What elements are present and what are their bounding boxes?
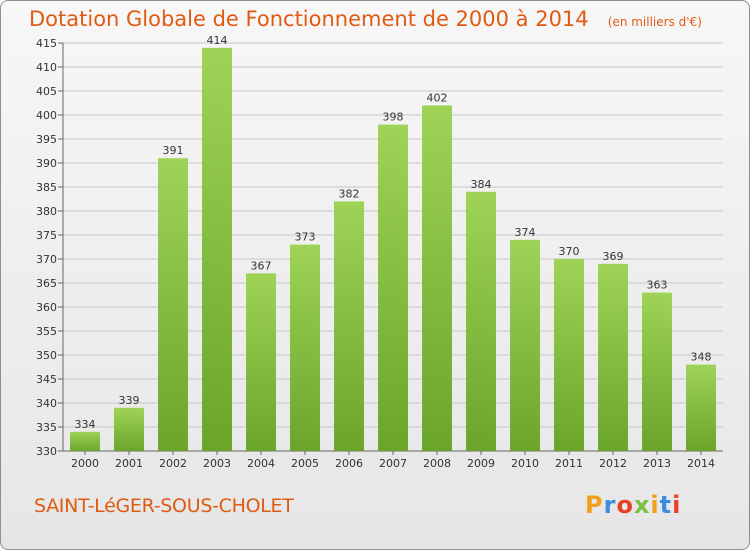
data-label-2012: 369 (603, 250, 624, 263)
bar-2006 (334, 201, 364, 451)
y-tick-label: 375 (36, 229, 57, 242)
x-tick-label-2000: 2000 (71, 457, 99, 470)
title-row: Dotation Globale de Fonctionnement de 20… (29, 7, 702, 31)
x-tick-label-2014: 2014 (687, 457, 715, 470)
y-tick-label: 405 (36, 85, 57, 98)
data-label-2013: 363 (647, 279, 668, 292)
y-tick-label: 385 (36, 181, 57, 194)
place-name: SAINT-LéGER-SOUS-CHOLET (34, 495, 294, 517)
data-label-2003: 414 (207, 34, 228, 47)
bar-2007 (378, 124, 408, 451)
data-label-2006: 382 (339, 187, 360, 200)
data-label-2011: 370 (559, 245, 580, 258)
bar-2008 (422, 105, 452, 452)
x-tick-label-2008: 2008 (423, 457, 451, 470)
bar-2003 (202, 47, 232, 452)
data-label-2004: 367 (251, 259, 272, 272)
data-label-2007: 398 (383, 111, 404, 124)
data-label-2014: 348 (691, 351, 712, 364)
y-tick-label: 350 (36, 349, 57, 362)
y-tick-label: 415 (36, 37, 57, 50)
data-label-2009: 384 (471, 178, 492, 191)
x-tick-label-2002: 2002 (159, 457, 187, 470)
data-label-2005: 373 (295, 231, 316, 244)
logo-letter: i (650, 491, 660, 519)
logo-letter: i (672, 491, 682, 519)
y-tick-label: 410 (36, 61, 57, 74)
x-tick-label-2001: 2001 (115, 457, 143, 470)
y-tick-label: 395 (36, 133, 57, 146)
logo-letter: t (659, 491, 673, 519)
x-tick-label-2011: 2011 (555, 457, 583, 470)
bar-2005 (290, 244, 320, 451)
y-tick-label: 360 (36, 301, 57, 314)
y-tick-label: 355 (36, 325, 57, 338)
x-tick-label-2005: 2005 (291, 457, 319, 470)
logo-letter: r (603, 491, 617, 519)
bar-2002 (158, 158, 188, 451)
proxiti-logo: Proxiti (585, 491, 681, 519)
bar-2013 (642, 292, 672, 451)
data-label-2010: 374 (515, 226, 536, 239)
bar-2010 (510, 239, 540, 451)
bar-2011 (554, 259, 584, 451)
y-tick-label: 370 (36, 253, 57, 266)
x-tick-label-2006: 2006 (335, 457, 363, 470)
data-label-2002: 391 (163, 144, 184, 157)
y-tick-label: 380 (36, 205, 57, 218)
data-label-2008: 402 (427, 91, 448, 104)
x-tick-label-2013: 2013 (643, 457, 671, 470)
x-tick-label-2003: 2003 (203, 457, 231, 470)
y-tick-label: 335 (36, 421, 57, 434)
chart-subtitle: (en milliers d'€) (607, 15, 702, 29)
logo-letter: P (585, 491, 604, 519)
bar-2014 (686, 364, 716, 451)
y-tick-label: 340 (36, 397, 57, 410)
x-tick-label-2007: 2007 (379, 457, 407, 470)
logo-letter: o (616, 491, 634, 519)
chart-title: Dotation Globale de Fonctionnement de 20… (29, 7, 589, 31)
x-tick-label-2010: 2010 (511, 457, 539, 470)
y-tick-label: 390 (36, 157, 57, 170)
y-tick-label: 400 (36, 109, 57, 122)
bar-2004 (246, 273, 276, 451)
bar-2000 (70, 431, 100, 451)
bar-2009 (466, 191, 496, 452)
data-label-2000: 334 (75, 418, 96, 431)
y-tick-label: 365 (36, 277, 57, 290)
x-tick-label-2012: 2012 (599, 457, 627, 470)
bar-2001 (114, 407, 144, 451)
x-tick-label-2004: 2004 (247, 457, 275, 470)
y-tick-label: 345 (36, 373, 57, 386)
data-label-2001: 339 (119, 394, 140, 407)
logo-letter: x (633, 491, 651, 519)
y-tick-label: 330 (36, 445, 57, 458)
bar-2012 (598, 263, 628, 451)
x-tick-label-2009: 2009 (467, 457, 495, 470)
